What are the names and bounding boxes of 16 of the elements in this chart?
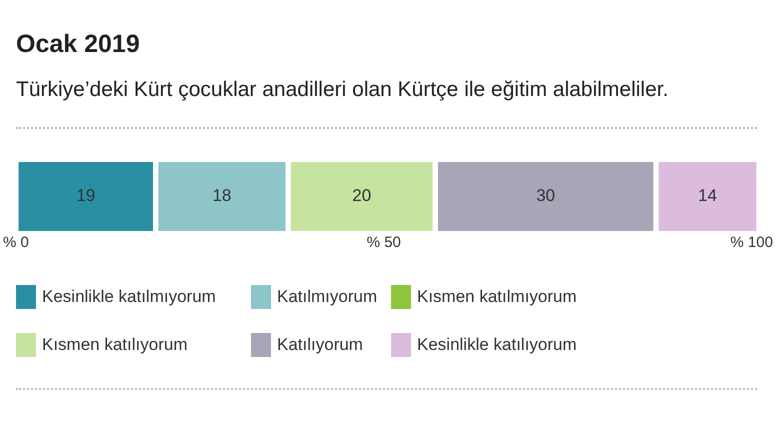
legend-label: Kesinlikle katılmıyorum (42, 287, 216, 307)
legend-label: Katılmıyorum (277, 287, 378, 307)
data-label: 30 (536, 186, 556, 206)
chart-title: Ocak 2019 (16, 30, 140, 59)
data-label: 19 (76, 186, 96, 206)
x-tick-label: % 100 (730, 234, 773, 252)
x-tick-label: % 50 (366, 234, 401, 252)
x-tick-label: % 0 (2, 234, 29, 252)
legend-label: Kısmen katılıyorum (42, 335, 188, 355)
chart-subtitle: Türkiye’deki Kürt çocuklar anadilleri olan Kürtçe ile eğitim alabilmeliler. (16, 78, 668, 102)
data-label: 20 (352, 186, 372, 206)
data-label: 18 (212, 186, 232, 206)
legend-label: Kesinlikle katılıyorum (417, 335, 577, 355)
data-label: 14 (698, 186, 717, 206)
legend-label: Katılıyorum (277, 335, 363, 355)
legend-label: Kısmen katılmıyorum (417, 287, 577, 307)
